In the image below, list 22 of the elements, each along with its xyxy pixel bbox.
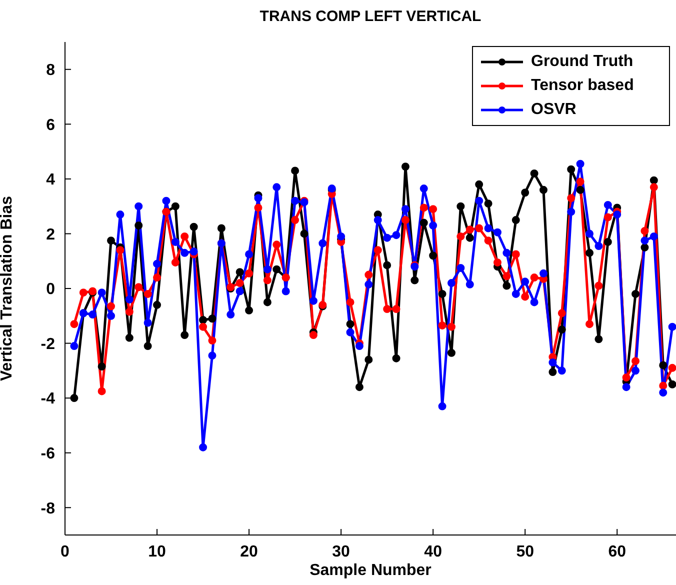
y-tick-label: 6 [46, 116, 56, 134]
legend-label: Tensor based [531, 77, 634, 95]
x-tick-label: 50 [516, 543, 534, 560]
y-tick-label: 8 [46, 62, 56, 80]
legend-label: Ground Truth [531, 53, 634, 71]
x-axis-title: Sample Number [310, 562, 432, 579]
y-tick-label: -4 [40, 390, 56, 408]
y-tick-label: 0 [46, 281, 56, 298]
y-tick-label: -2 [40, 336, 56, 353]
y-axis-title: Vertical Translation Bias [0, 196, 16, 381]
x-tick-label: 20 [240, 543, 258, 560]
x-tick-label: 30 [332, 543, 350, 560]
y-tick-label: 4 [46, 172, 56, 189]
x-tick-label: 10 [148, 543, 166, 560]
y-tick-label: 2 [46, 226, 56, 244]
x-tick-label: 0 [60, 543, 70, 560]
legend-label: OSVR [531, 101, 576, 119]
y-tick-label: -6 [40, 446, 56, 463]
y-tick-label: -8 [40, 500, 56, 518]
chart-title: TRANS COMP LEFT VERTICAL [258, 8, 482, 25]
x-tick-label: 60 [608, 543, 626, 560]
x-tick-label: 40 [424, 543, 442, 560]
